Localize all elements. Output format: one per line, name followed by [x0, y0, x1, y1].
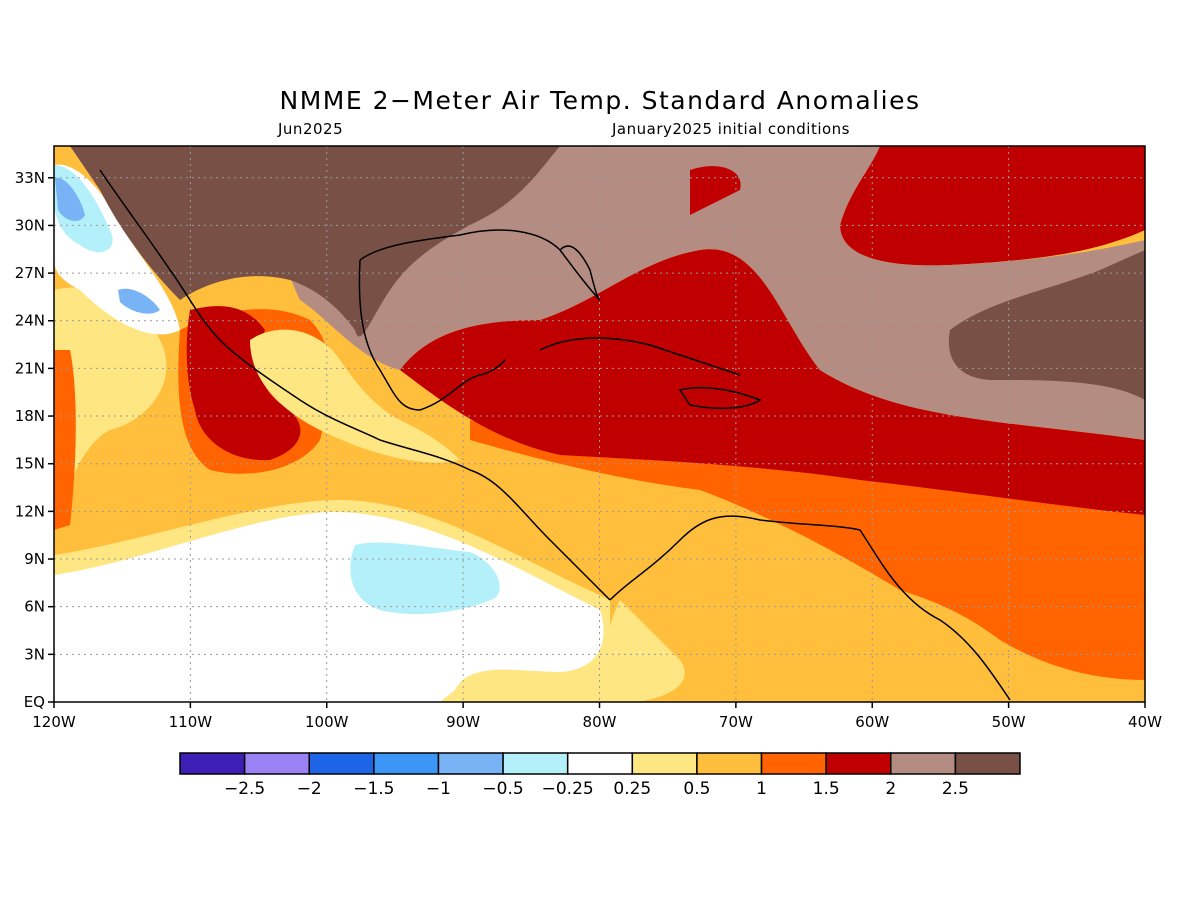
coast-southamerica — [609, 515, 1011, 701]
colorbar-swatch — [954, 752, 1021, 775]
colorbar-swatch — [373, 752, 440, 775]
coast-hispaniola — [678, 386, 762, 410]
lon-tick-label: 40W — [1128, 713, 1162, 731]
field-1.5-2-mexico — [186, 306, 301, 461]
lon-tick-label: 90W — [446, 713, 480, 731]
coast-florida — [559, 245, 601, 301]
lat-tick-label: 15N — [15, 455, 45, 473]
colorbar-label: 2.5 — [942, 779, 969, 799]
colorbar-swatch — [243, 752, 310, 775]
longitude-axis: 120W 110W 100W 90W 80W 70W 60W 50W 40W — [32, 702, 1162, 731]
field-1.5-2-northeast — [840, 146, 1145, 266]
field-0.25-0.5-west — [54, 287, 167, 530]
anomaly-field — [54, 146, 1145, 702]
field-baja-blue — [55, 177, 85, 222]
colorbar-label: −0.5 — [482, 779, 523, 799]
colorbar-swatch — [502, 752, 569, 775]
field-2-2.5-north — [270, 146, 1145, 440]
field-mexico-pale — [250, 329, 460, 463]
map-grid — [54, 146, 1145, 702]
field-cool-pacific — [350, 542, 500, 615]
lon-tick-label: 80W — [583, 713, 617, 731]
colorbar-swatch — [696, 752, 763, 775]
lon-tick-label: 60W — [855, 713, 889, 731]
lon-tick-label: 100W — [305, 713, 349, 731]
coast-gulf — [358, 229, 601, 411]
init-conditions: January2025 initial conditions — [612, 120, 850, 138]
lon-tick-label: 110W — [169, 713, 213, 731]
valid-month: Jun2025 — [278, 120, 344, 138]
field-baja-blue2 — [118, 288, 160, 314]
lat-tick-label: 9N — [24, 550, 45, 568]
lat-tick-label: 3N — [24, 645, 45, 663]
colorbar-label: 0.5 — [683, 779, 710, 799]
lat-tick-label: 30N — [15, 216, 45, 234]
field-southamerica-pale — [600, 600, 685, 702]
field-gt-2.5-mexico — [70, 146, 560, 337]
coastlines — [99, 169, 1011, 701]
colorbar-label: −1 — [426, 779, 451, 799]
lon-tick-label: 120W — [32, 713, 76, 731]
field-gt-2.5-east — [948, 250, 1145, 400]
lon-tick-label: 70W — [719, 713, 753, 731]
colorbar: −2.5 −2 −1.5 −1 −0.5 −0.25 0.25 0.5 1 1.5 2 2.5 — [179, 752, 1021, 799]
colorbar-label: −2 — [297, 779, 322, 799]
colorbar-label: 2 — [885, 779, 896, 799]
colorbar-swatch — [760, 752, 827, 775]
colorbar-label: 1.5 — [813, 779, 840, 799]
colorbar-label: −0.25 — [542, 779, 594, 799]
colorbar-swatch — [308, 752, 375, 775]
colorbar-label: 0.25 — [613, 779, 651, 799]
coast-cuba — [539, 337, 741, 376]
lat-tick-label: 24N — [15, 312, 45, 330]
colorbar-label: 1 — [756, 779, 767, 799]
lat-tick-label: 18N — [15, 407, 45, 425]
map-title: NMME 2−Meter Air Temp. Standard Anomalie… — [279, 86, 921, 115]
field-2-2.5-north-edge — [690, 166, 741, 215]
field-1-1.5-pacific — [54, 350, 76, 530]
colorbar-swatch — [566, 752, 634, 775]
lat-tick-label: 6N — [24, 598, 45, 616]
lat-tick-label: 27N — [15, 264, 45, 282]
colorbar-label: −1.5 — [353, 779, 394, 799]
colorbar-swatch — [825, 752, 892, 775]
lat-tick-label: EQ — [24, 693, 45, 711]
field-1.5-2-atlantic — [400, 249, 1145, 516]
lat-tick-label: 12N — [15, 502, 45, 520]
coast-mexico-pacific — [99, 169, 611, 601]
lat-tick-label: 21N — [15, 359, 45, 377]
lat-tick-label: 33N — [15, 169, 45, 187]
colorbar-swatch — [890, 752, 957, 775]
colorbar-swatch — [179, 752, 246, 775]
colorbar-swatch — [437, 752, 504, 775]
lon-tick-label: 50W — [992, 713, 1026, 731]
colorbar-swatch — [631, 752, 698, 775]
colorbar-label: −2.5 — [224, 779, 265, 799]
latitude-axis: EQ 3N 6N 9N 12N 15N 18N 21N 24N 27N 30N 33N — [15, 169, 54, 711]
